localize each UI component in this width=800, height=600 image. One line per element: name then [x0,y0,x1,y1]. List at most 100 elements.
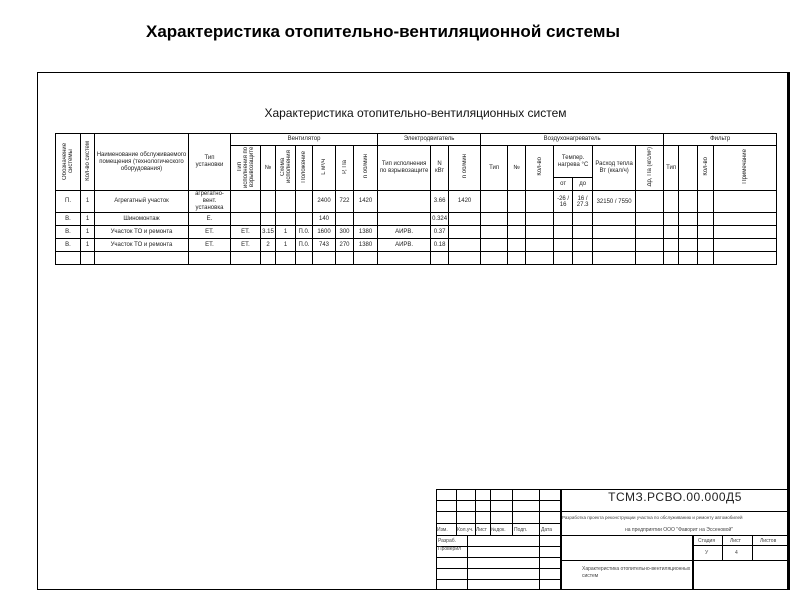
cell-count: 1 [80,238,95,252]
cell-fan_n [352,251,379,265]
cell-fan_P [335,251,354,265]
cell-fan_n [352,212,379,226]
header-motor-N: N кВт [430,145,450,191]
cell-unit_type [188,251,231,265]
slide-title: Характеристика отопительно-вентиляционно… [145,22,621,41]
title-block-line [560,511,790,512]
cell-motor_N: 0.324 [430,212,450,226]
cell-blank [663,251,680,265]
header-designation-text: Обозначение системы [62,141,74,180]
cell-blank [678,225,699,239]
cell-blank [635,190,665,213]
cell-fan_P: 270 [335,238,354,252]
cell-fan_no [260,212,276,226]
header-fan-L: L м³/ч [312,145,336,191]
cell-fan_position: П.0. [295,225,313,239]
cell-blank [525,238,555,252]
cell-blank [635,225,665,239]
cell-blank [480,238,509,252]
title-block-line [539,489,540,535]
cell-fan_scheme: 1 [275,225,296,239]
title-block-line [467,535,468,590]
cell-t_from [553,251,574,265]
cell-fan_no: 3.15 [260,225,276,239]
header-heater-qty: Кол-во [525,145,555,191]
cell-fan_L: 2400 [312,190,336,213]
cell-motor_type [377,190,432,213]
header-heater-qty-text: Кол-во [536,157,543,176]
cell-t_to [572,212,594,226]
cell-flow [592,238,637,252]
cell-flow [592,212,637,226]
cell-fan_scheme [275,212,296,226]
cell-flow: 32150 / 7550 [592,190,637,213]
title-block-line [456,489,457,535]
header-heater-from: от [553,177,574,191]
cell-blank [525,251,555,265]
cell-blank [697,190,715,213]
cell-blank [678,251,699,265]
cell-fan_scheme [275,190,296,213]
cell-t_from [553,238,574,252]
header-filter-type: Тип [663,145,680,191]
stage-value: У [705,550,709,556]
cell-blank [480,212,509,226]
cell-blank [713,251,778,265]
cell-designation [55,251,81,265]
cell-fan_P: 300 [335,225,354,239]
header-note-text: Примечание [742,149,749,184]
cell-t_to [572,251,594,265]
stage-label: Стадия [698,538,716,544]
cell-fan_no: 2 [260,238,276,252]
cell-fan_type [230,251,261,265]
table-row: П. 1 Агрегатный участок агрегатно-вент. уст… [55,190,778,213]
title-block-line [436,557,560,558]
cell-blank [697,225,715,239]
group-fan: Вентилятор [229,133,379,146]
cell-fan_position [295,251,313,265]
document-code: ТСМЗ.РСВО.00.000Д5 [608,490,742,504]
cell-blank [635,238,665,252]
developed-label: Разраб. [438,538,457,544]
cell-fan_position [295,190,313,213]
header-count: Кол-во систем [80,133,95,191]
cell-motor_type: АИРВ. [377,238,432,252]
cell-blank [713,212,778,226]
header-heater-dp-text: Δр, Па (кгс/м²) [646,146,653,187]
sheet-value: 4 [735,550,738,556]
cell-t_from [553,225,574,239]
cell-blank [663,238,680,252]
sheets-label: Листов [760,538,777,544]
stamp-col-2: Лист [476,527,487,533]
title-block-line [752,535,753,560]
title-block-line [436,500,560,501]
cell-name: Участок ТО и ремонта [94,238,189,252]
cell-fan_scheme [275,251,296,265]
cell-unit_type: агрегатно-вент. установка [188,190,231,213]
cell-blank [663,190,680,213]
cell-blank [480,225,509,239]
cell-fan_position: П.0. [295,238,313,252]
header-heater-flow: Расход тепла Вт (ккал/ч) [592,145,637,191]
drawing-frame [37,72,790,590]
cell-count: 1 [80,212,95,226]
group-heater: Воздухонагреватель [480,133,665,146]
cell-motor_n: 1420 [448,190,482,213]
header-motor-n-text: n об/мин [461,154,468,179]
stamp-col-4: Подп. [514,527,528,533]
cell-blank [480,251,509,265]
cell-motor_n [448,238,482,252]
table-row: В. 1 Участок ТО и ремонта ЕТ. ЕТ. 3.15 1 П.0. 16… [55,225,778,239]
cell-blank [697,212,715,226]
cell-blank [507,238,527,252]
cell-t_to [572,238,594,252]
header-filter-qty-text: Кол-во [702,157,709,176]
title-block-line [436,523,560,524]
cell-unit_type: ЕТ. [188,238,231,252]
stamp-col-5: Дата [541,527,553,533]
header-fan-position-text: Положение [301,150,307,183]
cell-motor_type: АИРВ. [377,225,432,239]
header-fan-scheme: Схема исполнения [275,145,296,191]
stamp-col-3: №док. [491,527,506,533]
cell-motor_type [377,251,432,265]
